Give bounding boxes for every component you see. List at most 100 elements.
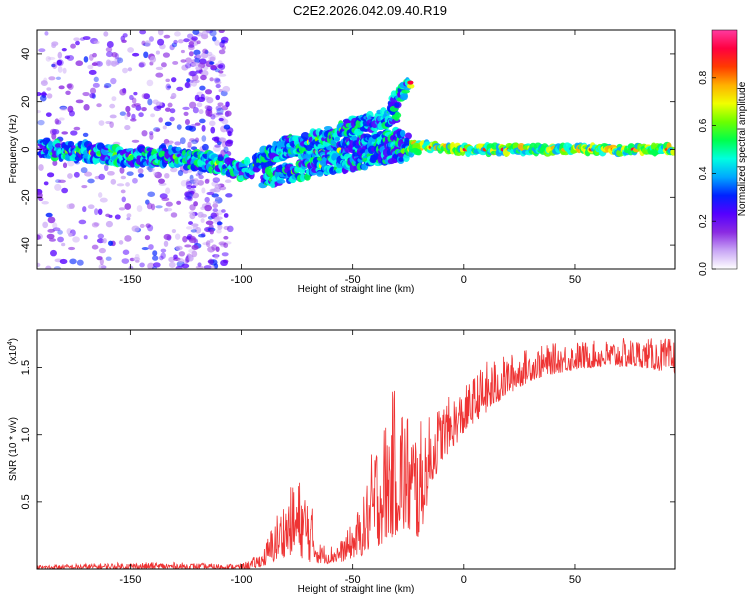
heat-noise-blob <box>216 229 222 234</box>
heat-noise-blob <box>192 106 199 114</box>
heat-noise-blob <box>200 218 205 223</box>
heat-noise-blob <box>96 103 102 108</box>
heat-noise-blob <box>52 222 58 229</box>
heat-noise-blob <box>98 192 103 198</box>
heat-noise-blob <box>139 30 147 35</box>
heat-noise-blob <box>38 164 44 171</box>
heat-noise-blob <box>111 52 118 58</box>
heat-noise-blob <box>212 200 218 205</box>
heat-noise-blob <box>40 80 48 86</box>
colorbar-tick-label: 0.0 <box>698 262 709 276</box>
heat-noise-blob <box>169 108 176 114</box>
heat-noise-blob <box>180 59 187 63</box>
heat-noise-blob <box>188 45 195 51</box>
y-tick-label: 20 <box>20 96 32 108</box>
heat-noise-blob <box>82 91 90 97</box>
heat-noise-blob <box>128 265 134 269</box>
heat-noise-blob <box>185 62 192 69</box>
heat-noise-blob <box>54 118 60 125</box>
heat-noise-blob <box>61 47 67 52</box>
y-tick-label: 1.5 <box>20 360 32 375</box>
heat-noise-blob <box>175 245 183 251</box>
heat-noise-blob <box>198 174 204 180</box>
snr-frame <box>36 329 676 570</box>
heat-noise-blob <box>92 82 100 88</box>
heat-noise-blob <box>176 86 184 92</box>
heat-noise-blob <box>94 208 99 216</box>
colorbar-tick-label: 0.6 <box>698 118 709 132</box>
heat-noise-blob <box>51 128 60 135</box>
snr-y-label: SNR (10 * v/v) <box>8 417 19 481</box>
heat-noise-blob <box>72 236 80 243</box>
heat-noise-blob <box>223 235 229 240</box>
heat-noise-blob <box>143 93 151 100</box>
heat-noise-blob <box>212 36 217 42</box>
heat-noise-blob <box>138 173 144 178</box>
y-tick-label: 0 <box>20 146 32 152</box>
heat-noise-blob <box>198 233 206 238</box>
heat-noise-blob <box>46 172 55 178</box>
heat-noise-blob <box>184 191 190 197</box>
heat-noise-blob <box>191 36 198 41</box>
heat-noise-blob <box>210 113 216 120</box>
heat-noise-blob <box>162 52 171 58</box>
heat-noise-blob <box>37 109 42 114</box>
heat-noise-blob <box>218 137 225 142</box>
heat-noise-blob <box>174 31 181 37</box>
heat-noise-blob <box>209 238 214 243</box>
heat-noise-blob <box>98 247 106 254</box>
heat-noise-blob <box>132 52 140 57</box>
heat-noise-blob <box>83 103 90 111</box>
heat-noise-blob <box>216 221 223 226</box>
heat-noise-blob <box>192 30 200 36</box>
heat-noise-blob <box>160 252 166 259</box>
heat-noise-blob <box>69 258 77 265</box>
heat-noise-blob <box>170 167 178 173</box>
heat-noise-blob <box>76 259 84 266</box>
heat-noise-blob <box>106 41 114 48</box>
heat-noise-blob <box>105 46 113 53</box>
heat-noise-blob <box>50 249 57 257</box>
spectrogram-panel: -150 -100 -50 0 50 -40 -20 0 20 40 Height of str… <box>8 29 676 295</box>
heat-noise-blob <box>110 77 117 85</box>
heat-ridge-blob <box>300 173 306 182</box>
heat-noise-blob <box>98 120 105 126</box>
heat-noise-blob <box>147 98 153 106</box>
heat-noise-blob <box>201 124 206 132</box>
colorbar-label: Normalized spectral amplitude <box>737 81 748 216</box>
heat-noise-blob <box>214 63 220 69</box>
heat-noise-blob <box>194 122 201 126</box>
heat-noise-blob <box>184 118 190 125</box>
heat-noise-blob <box>194 226 202 234</box>
heat-noise-blob <box>106 51 114 58</box>
heat-noise-blob <box>129 94 134 101</box>
heat-ridge-blob <box>398 157 404 162</box>
heat-ridge-blob <box>670 148 675 156</box>
heat-noise-blob <box>206 112 212 117</box>
x-tick-label: -50 <box>345 274 361 286</box>
heat-noise-blob <box>38 48 46 53</box>
heat-ridge-blob <box>316 171 324 177</box>
heat-noise-blob <box>220 149 227 156</box>
heat-noise-blob <box>73 171 80 178</box>
heat-noise-blob <box>132 177 138 184</box>
heat-noise-blob <box>143 51 149 59</box>
heat-noise-blob <box>201 135 207 142</box>
heat-noise-blob <box>215 94 221 101</box>
heat-noise-blob <box>84 171 93 177</box>
heat-noise-blob <box>47 56 56 60</box>
heat-noise-blob <box>97 208 103 215</box>
heat-noise-blob <box>171 42 178 48</box>
heat-noise-blob <box>155 101 163 107</box>
heat-noise-blob <box>83 235 88 240</box>
heat-noise-blob <box>223 124 231 130</box>
heat-noise-blob <box>80 167 88 174</box>
heat-noise-blob <box>153 171 158 176</box>
heat-noise-blob <box>209 259 218 266</box>
heat-noise-blob <box>126 217 131 221</box>
heat-ridge-blob <box>67 140 75 148</box>
heat-noise-blob <box>161 197 170 202</box>
heat-noise-blob <box>160 248 167 253</box>
heat-noise-blob <box>43 77 48 84</box>
